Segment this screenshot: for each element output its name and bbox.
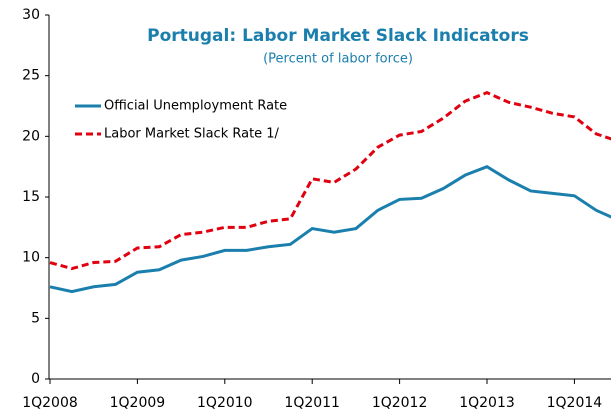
y-tick-label: 5 (31, 310, 40, 326)
chart-subtitle: (Percent of labor force) (263, 52, 413, 67)
x-tick-label: 1Q2014 (547, 395, 603, 411)
y-tick-label: 25 (22, 68, 40, 84)
x-tick-label: 1Q2009 (110, 395, 166, 411)
legend-label: Labor Market Slack Rate 1/ (104, 127, 280, 142)
chart-title: Portugal: Labor Market Slack Indicators (147, 26, 529, 46)
x-tick-label: 1Q2012 (372, 395, 428, 411)
series-line (49, 91, 611, 271)
y-tick-label: 15 (22, 189, 40, 205)
y-tick-label: 20 (22, 128, 40, 144)
y-tick-label: 10 (22, 250, 40, 266)
x-tick-label: 1Q2013 (459, 395, 515, 411)
y-tick-label: 0 (31, 371, 40, 387)
legend-label: Official Unemployment Rate (104, 99, 287, 114)
x-tick-label: 1Q2010 (197, 395, 253, 411)
x-tick-label: 1Q2011 (284, 395, 340, 411)
x-tick-label: 1Q2008 (22, 395, 78, 411)
series-line (49, 164, 611, 294)
y-tick-label: 30 (22, 7, 40, 23)
